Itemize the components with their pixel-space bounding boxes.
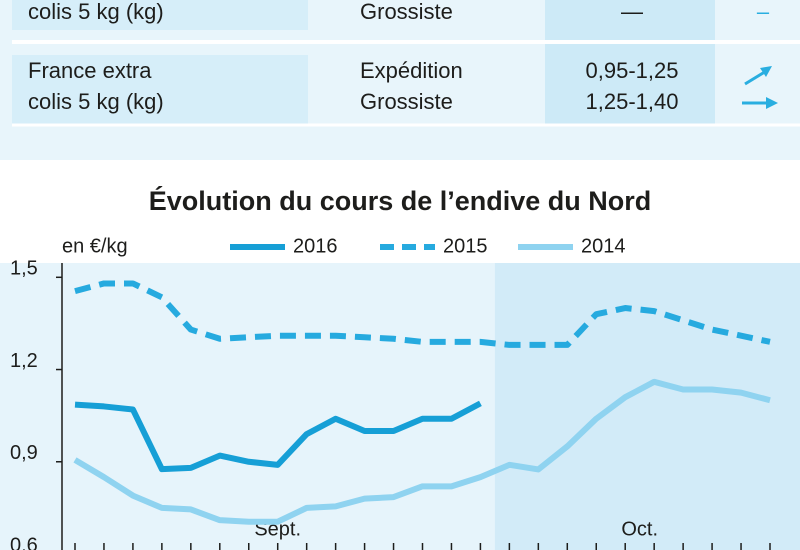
period-shade <box>494 263 800 550</box>
price: 1,25-1,40 <box>586 89 679 114</box>
product: colis 5 kg (kg) <box>28 89 164 114</box>
chart-title: Évolution du cours de l’endive du Nord <box>149 185 652 216</box>
legend-label: 2014 <box>581 235 626 257</box>
price: 0,95-1,25 <box>586 58 679 83</box>
trend: – <box>757 0 770 24</box>
series-line <box>74 280 771 348</box>
period-label: Oct. <box>621 518 658 540</box>
product: colis 5 kg (kg) <box>28 0 164 24</box>
trend-flat-icon <box>742 97 778 109</box>
price: — <box>621 0 643 24</box>
product: France extra <box>28 58 152 83</box>
product-cell <box>12 55 308 125</box>
y-tick-label: 0,6 <box>10 534 38 550</box>
legend-label: 2016 <box>293 235 338 257</box>
market: Expédition <box>360 58 463 83</box>
product-cell <box>12 0 308 30</box>
price-column <box>545 0 715 125</box>
series-line <box>74 400 482 473</box>
y-tick-label: 1,2 <box>10 350 38 372</box>
market: Grossiste <box>360 0 453 24</box>
series-line <box>73 378 771 525</box>
y-tick-label: 1,5 <box>10 258 38 280</box>
legend-label: 2015 <box>443 235 488 257</box>
trend-up-icon <box>744 66 772 86</box>
y-tick-label: 0,9 <box>10 442 38 464</box>
y-axis-label: en €/kg <box>62 235 128 257</box>
market: Grossiste <box>360 89 453 114</box>
